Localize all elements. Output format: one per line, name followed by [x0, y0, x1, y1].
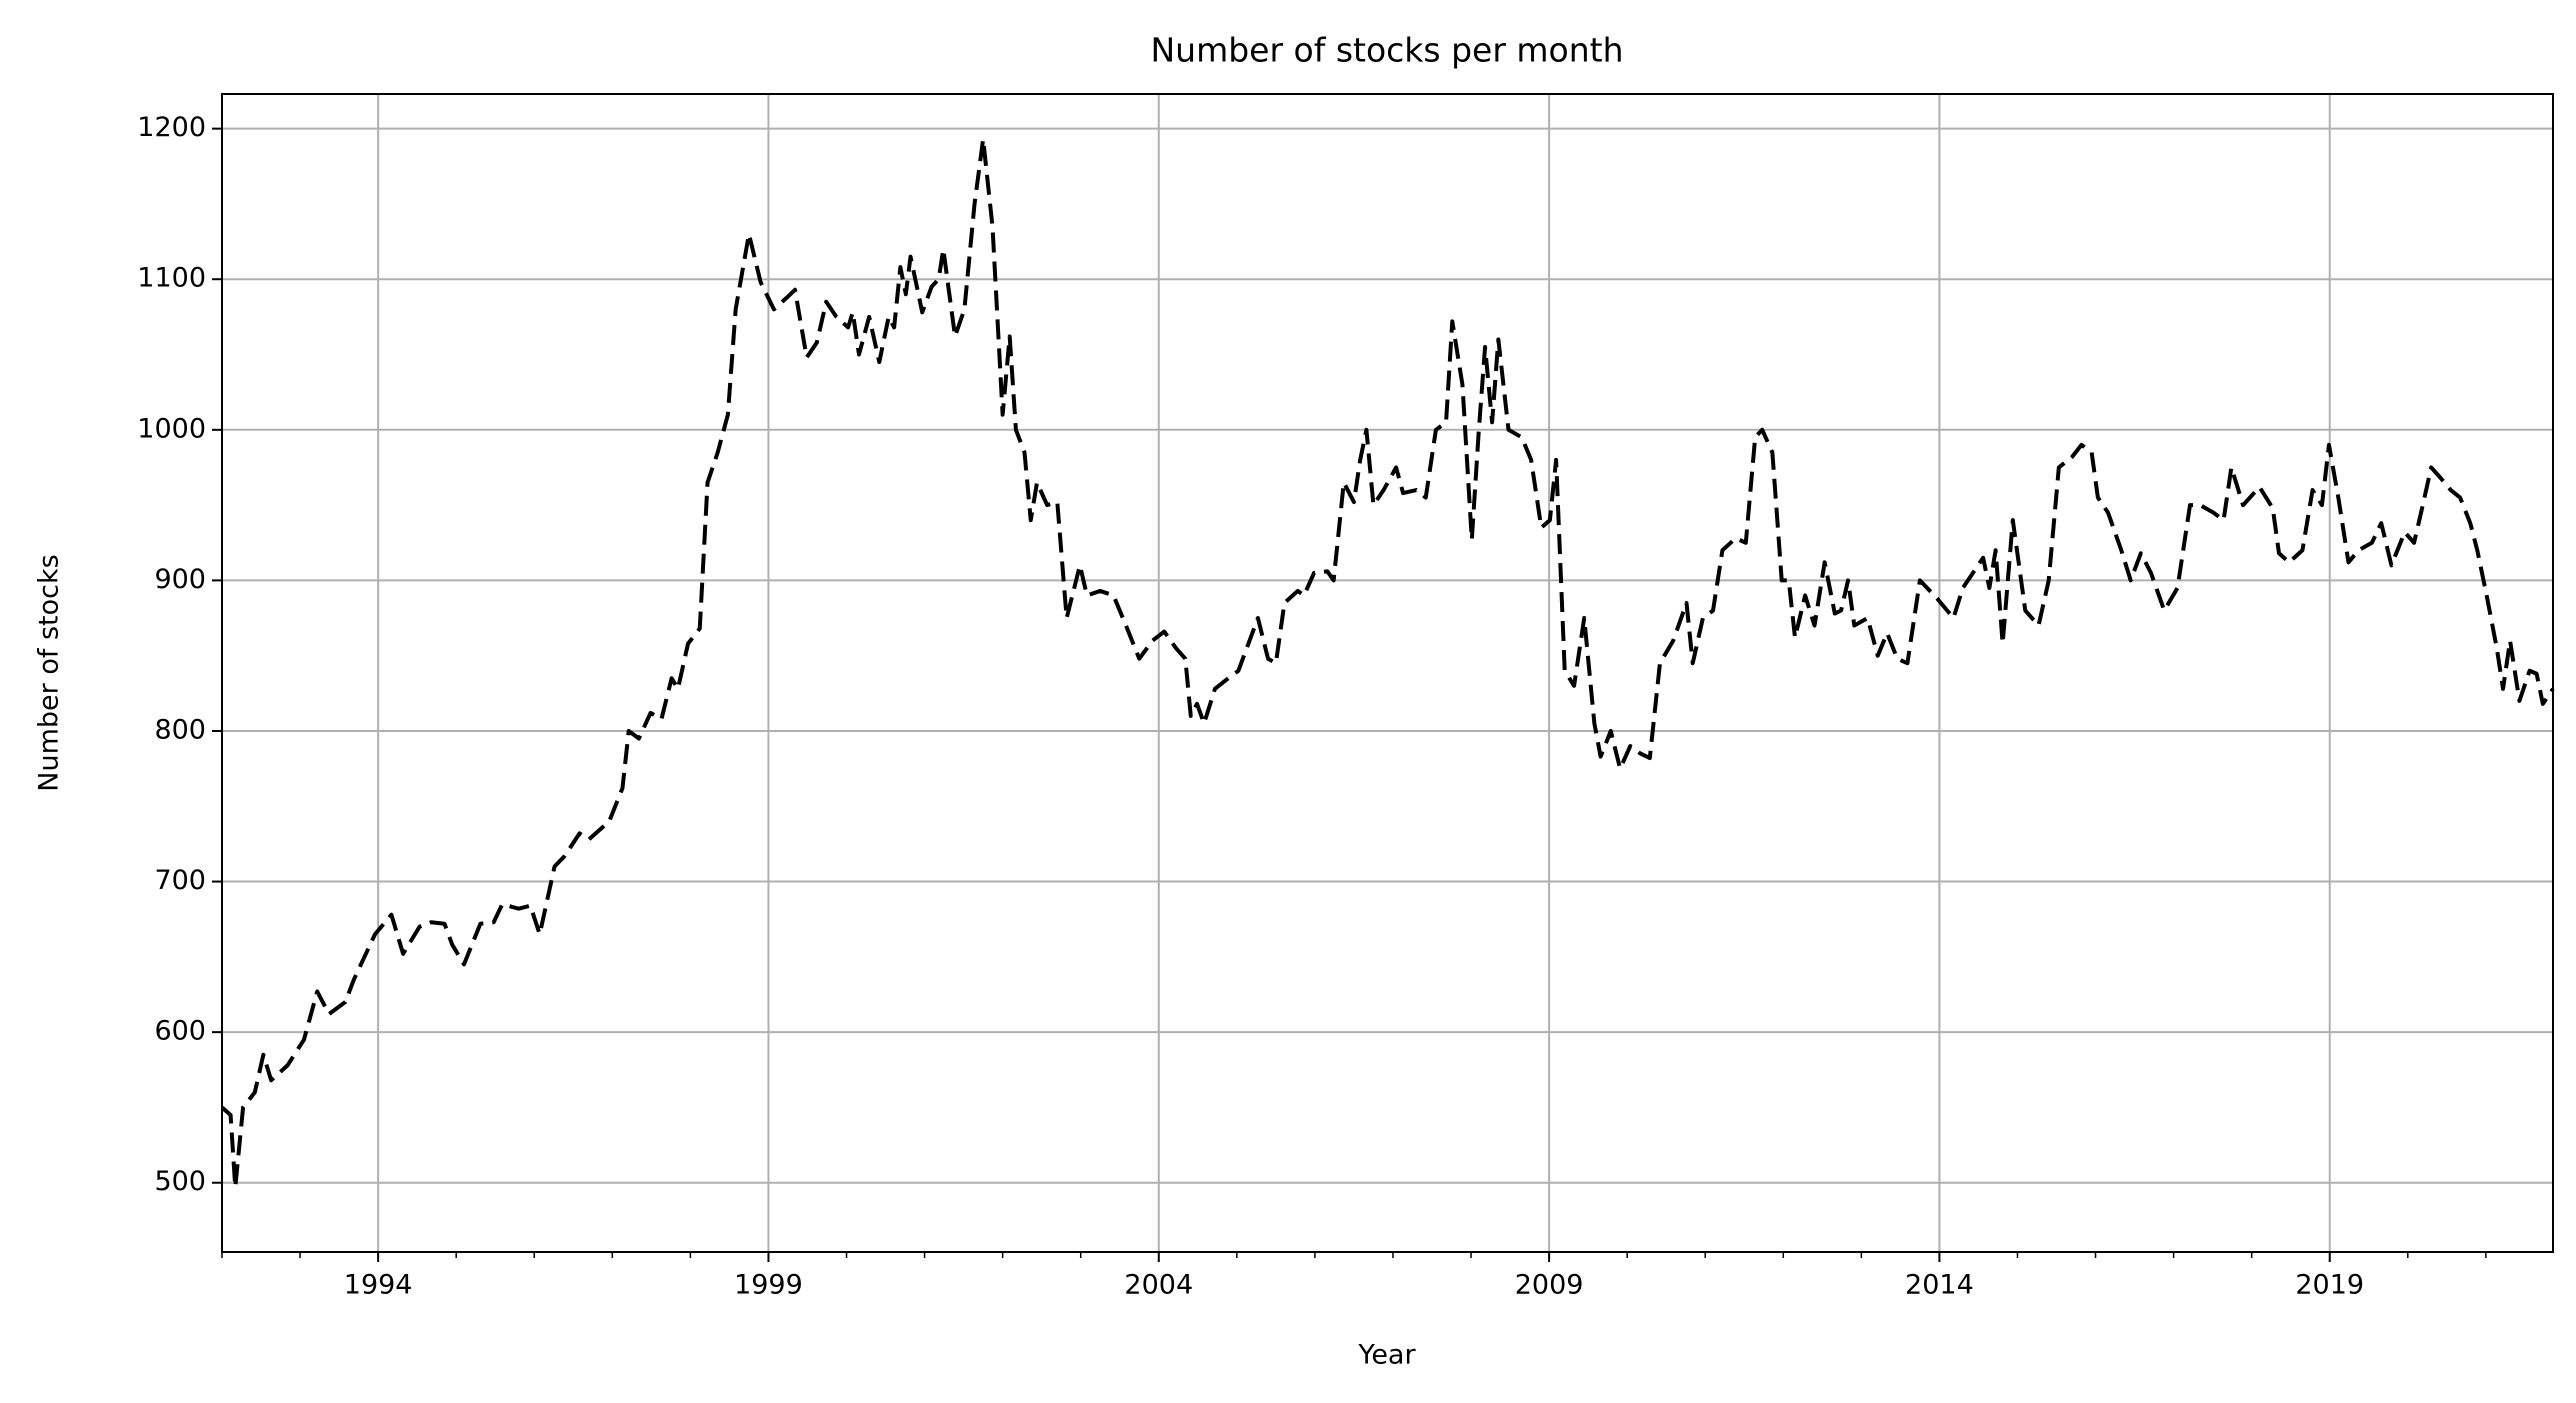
- y-tick-label: 500: [154, 1166, 206, 1197]
- x-tick-label: 2019: [2295, 1270, 2364, 1301]
- y-tick-label: 600: [154, 1016, 206, 1047]
- x-tick-label: 2004: [1124, 1270, 1193, 1301]
- y-axis-label: Number of stocks: [34, 554, 65, 791]
- y-tick-label: 900: [154, 564, 206, 595]
- x-tick-label: 2009: [1515, 1270, 1584, 1301]
- x-tick-label: 2014: [1905, 1270, 1974, 1301]
- y-tick-label: 1000: [137, 413, 206, 444]
- y-tick-label: 1200: [137, 112, 206, 143]
- plot-frame: [221, 93, 2554, 1253]
- x-tick-label: 1994: [344, 1270, 413, 1301]
- data-line: [220, 137, 2555, 1190]
- y-tick-label: 700: [154, 865, 206, 896]
- x-axis-label: Year: [1357, 1340, 1416, 1371]
- y-tick-label: 800: [154, 714, 206, 745]
- y-tick-label: 1100: [137, 263, 206, 294]
- x-tick-label: 1999: [734, 1270, 803, 1301]
- chart-title: Number of stocks per month: [1150, 31, 1623, 70]
